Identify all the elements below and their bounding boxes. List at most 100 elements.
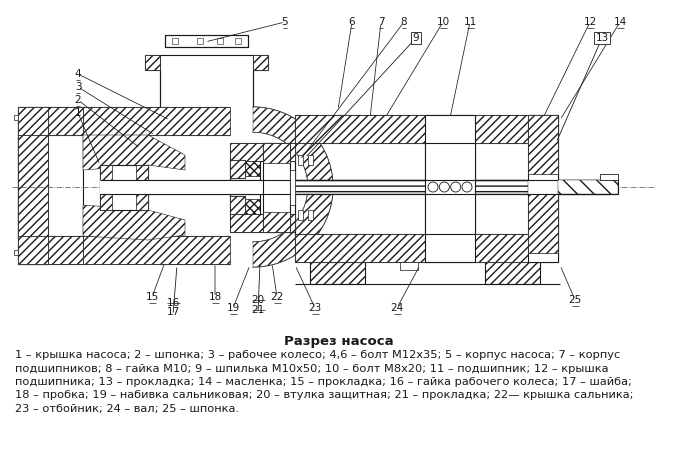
Text: 18 – пробка; 19 – набивка сальниковая; 20 – втулка защитная; 21 – прокладка; 22—: 18 – пробка; 19 – набивка сальниковая; 2… bbox=[15, 390, 633, 400]
Text: 17: 17 bbox=[166, 307, 180, 317]
Bar bbox=[528, 194, 558, 253]
Bar bbox=[217, 38, 223, 44]
Text: 18: 18 bbox=[208, 292, 222, 302]
Bar bbox=[308, 155, 313, 165]
Text: 12: 12 bbox=[583, 17, 597, 27]
Bar bbox=[100, 165, 148, 210]
Bar bbox=[425, 143, 475, 234]
Bar bbox=[145, 55, 160, 70]
Bar bbox=[18, 135, 48, 236]
Text: 4: 4 bbox=[75, 69, 81, 79]
Bar bbox=[295, 234, 558, 262]
Bar bbox=[528, 234, 558, 262]
Bar bbox=[14, 250, 18, 255]
Bar bbox=[295, 115, 558, 143]
Polygon shape bbox=[83, 135, 185, 170]
Bar bbox=[400, 262, 418, 270]
Bar bbox=[18, 236, 28, 264]
Bar bbox=[600, 174, 618, 180]
Bar bbox=[197, 38, 203, 44]
Bar bbox=[528, 115, 558, 143]
Text: 3: 3 bbox=[75, 82, 81, 92]
Text: 6: 6 bbox=[348, 17, 355, 27]
Bar bbox=[260, 161, 280, 214]
Text: 11: 11 bbox=[463, 17, 477, 27]
Text: 8: 8 bbox=[401, 17, 407, 27]
Text: 5: 5 bbox=[281, 17, 288, 27]
Text: подшипника; 13 – прокладка; 14 – масленка; 15 – прокладка; 16 – гайка рабочего к: подшипника; 13 – прокладка; 14 – масленк… bbox=[15, 377, 632, 387]
Text: 13: 13 bbox=[595, 33, 609, 43]
Bar bbox=[18, 107, 28, 135]
Bar bbox=[290, 170, 295, 205]
Bar bbox=[230, 196, 245, 214]
Text: 20: 20 bbox=[252, 295, 264, 305]
Bar bbox=[528, 115, 558, 262]
Text: 7: 7 bbox=[378, 17, 384, 27]
Circle shape bbox=[439, 182, 450, 192]
Polygon shape bbox=[253, 107, 333, 267]
Bar bbox=[83, 236, 170, 264]
Bar bbox=[48, 107, 83, 135]
Text: Разрез насоса: Разрез насоса bbox=[284, 335, 394, 348]
Bar bbox=[230, 160, 245, 178]
Bar bbox=[100, 165, 112, 210]
Text: 24: 24 bbox=[391, 303, 403, 313]
Bar bbox=[230, 143, 295, 161]
Polygon shape bbox=[83, 205, 185, 240]
Bar bbox=[48, 236, 83, 264]
Circle shape bbox=[451, 182, 460, 192]
Text: 25: 25 bbox=[568, 295, 582, 305]
Bar bbox=[425, 115, 475, 143]
Bar bbox=[230, 214, 295, 232]
Bar bbox=[18, 236, 48, 264]
Bar bbox=[14, 115, 18, 120]
Bar bbox=[263, 212, 290, 232]
Bar bbox=[298, 210, 303, 220]
Text: 1: 1 bbox=[75, 108, 81, 118]
Bar bbox=[253, 55, 268, 70]
Text: 22: 22 bbox=[271, 292, 283, 302]
Bar bbox=[18, 135, 48, 236]
Circle shape bbox=[462, 182, 472, 192]
Text: 14: 14 bbox=[614, 17, 626, 27]
Text: 19: 19 bbox=[226, 303, 239, 313]
Bar bbox=[308, 210, 313, 220]
Bar bbox=[83, 236, 230, 264]
Bar bbox=[230, 160, 245, 178]
Bar bbox=[528, 115, 558, 174]
Bar bbox=[83, 107, 230, 135]
Text: 23: 23 bbox=[308, 303, 321, 313]
Bar bbox=[558, 180, 618, 194]
Bar bbox=[295, 180, 528, 194]
Bar bbox=[485, 262, 540, 284]
Bar bbox=[172, 38, 178, 44]
Text: 1 – крышка насоса; 2 – шпонка; 3 – рабочее колесо; 4,6 – болт М12х35; 5 – корпус: 1 – крышка насоса; 2 – шпонка; 3 – рабоч… bbox=[15, 350, 620, 360]
Bar bbox=[260, 161, 280, 214]
Bar bbox=[425, 194, 475, 234]
Bar bbox=[425, 115, 475, 262]
Text: 2: 2 bbox=[75, 95, 81, 105]
Bar bbox=[425, 234, 475, 262]
Circle shape bbox=[428, 182, 438, 192]
Text: 21: 21 bbox=[252, 305, 264, 315]
Bar bbox=[100, 180, 610, 194]
Text: 23 – отбойник; 24 – вал; 25 – шпонка.: 23 – отбойник; 24 – вал; 25 – шпонка. bbox=[15, 404, 239, 414]
Bar bbox=[298, 155, 303, 165]
Text: 9: 9 bbox=[413, 33, 419, 43]
Bar bbox=[18, 107, 48, 135]
Bar bbox=[263, 143, 290, 232]
Bar bbox=[165, 35, 248, 47]
Bar bbox=[235, 38, 241, 44]
Text: 15: 15 bbox=[145, 292, 159, 302]
Bar bbox=[230, 196, 245, 214]
Bar bbox=[136, 165, 148, 210]
Bar bbox=[558, 180, 618, 194]
Bar bbox=[310, 262, 365, 284]
Bar bbox=[83, 107, 170, 135]
Text: 10: 10 bbox=[437, 17, 450, 27]
Bar bbox=[240, 161, 270, 176]
Bar bbox=[425, 180, 475, 217]
Bar bbox=[263, 143, 290, 163]
Bar bbox=[240, 199, 270, 214]
Text: подшипников; 8 – гайка М10; 9 – шпилька М10х50; 10 – болт М8х20; 11 – подшипник;: подшипников; 8 – гайка М10; 9 – шпилька … bbox=[15, 364, 608, 374]
